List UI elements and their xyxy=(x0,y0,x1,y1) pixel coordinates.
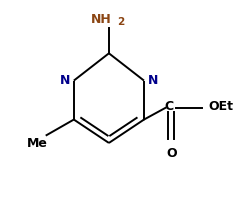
Text: O: O xyxy=(166,147,177,160)
Text: 2: 2 xyxy=(117,17,124,27)
Text: C: C xyxy=(165,100,174,113)
Text: N: N xyxy=(60,74,70,87)
Text: Me: Me xyxy=(27,137,48,150)
Text: NH: NH xyxy=(91,13,112,26)
Text: N: N xyxy=(148,74,158,87)
Text: OEt: OEt xyxy=(208,100,233,113)
